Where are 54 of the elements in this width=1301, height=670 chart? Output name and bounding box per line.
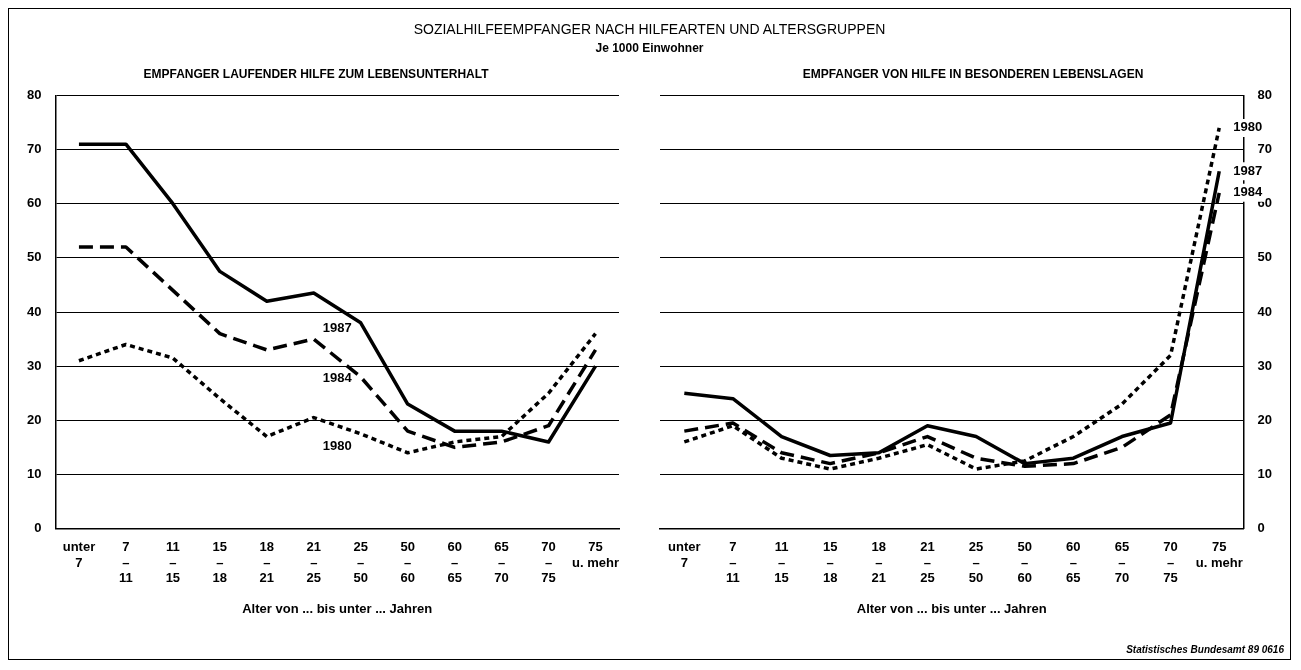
series-label: 1980 (1233, 119, 1263, 135)
y-tick-label: 70 (1257, 141, 1273, 157)
y-tick-label: 80 (1257, 86, 1273, 102)
y-tick-label: 0 (1257, 520, 1265, 536)
series-label: 1987 (1233, 162, 1263, 178)
text: Je 1000 Einwohner (594, 41, 705, 55)
x-tick-label: 65 – 70 (1114, 538, 1130, 586)
x-tick-label: 25 – 50 (968, 538, 984, 586)
y-tick-label: 40 (26, 303, 42, 319)
y-tick-label: 30 (26, 357, 42, 373)
y-tick-label: 70 (26, 141, 42, 157)
y-tick-label: 30 (1257, 357, 1273, 373)
y-tick-label: 50 (1257, 249, 1273, 265)
x-tick-label: 11 – 15 (165, 538, 181, 586)
x-tick-label: unter 7 (668, 538, 701, 570)
x-tick-label: 7 – 11 (119, 538, 133, 586)
x-tick-label: 18 – 21 (259, 538, 275, 586)
text: SOZIALHILFEEMPFANGER NACH HILFEARTEN UND ALTERSGRUPPEN (412, 21, 887, 37)
chart-title: EMPFANGER VON HILFE IN BESONDEREN LEBENSLAGEN (802, 66, 1144, 81)
y-tick-label: 80 (26, 86, 42, 102)
y-tick-label: 20 (26, 411, 42, 427)
y-tick-label: 40 (1257, 303, 1273, 319)
x-tick-label: 70 – 75 (541, 538, 556, 586)
x-tick-label: 7 – 11 (726, 538, 740, 586)
x-tick-label: 50 – 60 (1017, 538, 1032, 586)
x-axis-title: Alter von ... bis unter ... Jahren (242, 600, 433, 616)
y-tick-label: 0 (34, 520, 42, 536)
x-tick-label: 75 u. mehr (572, 538, 619, 570)
x-tick-label: 60 – 65 (1066, 538, 1081, 586)
y-tick-label: 10 (1257, 466, 1273, 482)
chart-title: EMPFANGER LAUFENDER HILFE ZUM LEBENSUNTERHALT (143, 66, 490, 81)
x-tick-label: 15 – 18 (212, 538, 228, 586)
x-tick-label: 25 – 50 (353, 538, 368, 586)
series-label: 1980 (322, 437, 352, 453)
series-label: 1987 (322, 320, 352, 336)
x-tick-label: 70 – 75 (1163, 538, 1178, 586)
x-tick-label: 21 – 25 (920, 538, 935, 586)
x-tick-label: 65 – 70 (494, 538, 509, 586)
x-tick-label: 75 u. mehr (1195, 538, 1243, 570)
x-tick-label: 21 – 25 (306, 538, 321, 586)
text: Statistisches Bundesamt 89 0616 (1126, 644, 1284, 655)
x-tick-label: 11 – 15 (774, 538, 789, 586)
x-tick-label: 18 – 21 (871, 538, 887, 586)
x-tick-label: 60 – 65 (447, 538, 462, 586)
x-tick-label: 50 – 60 (400, 538, 415, 586)
series-label: 1984 (322, 370, 353, 386)
y-tick-label: 20 (1257, 411, 1273, 427)
y-tick-label: 60 (26, 195, 42, 211)
x-tick-label: unter 7 (62, 538, 96, 570)
x-tick-label: 15 – 18 (822, 538, 838, 586)
y-tick-label: 10 (26, 466, 42, 482)
x-axis-title: Alter von ... bis unter ... Jahren (856, 600, 1047, 616)
series-label: 1984 (1233, 184, 1263, 200)
y-tick-label: 50 (26, 249, 42, 265)
